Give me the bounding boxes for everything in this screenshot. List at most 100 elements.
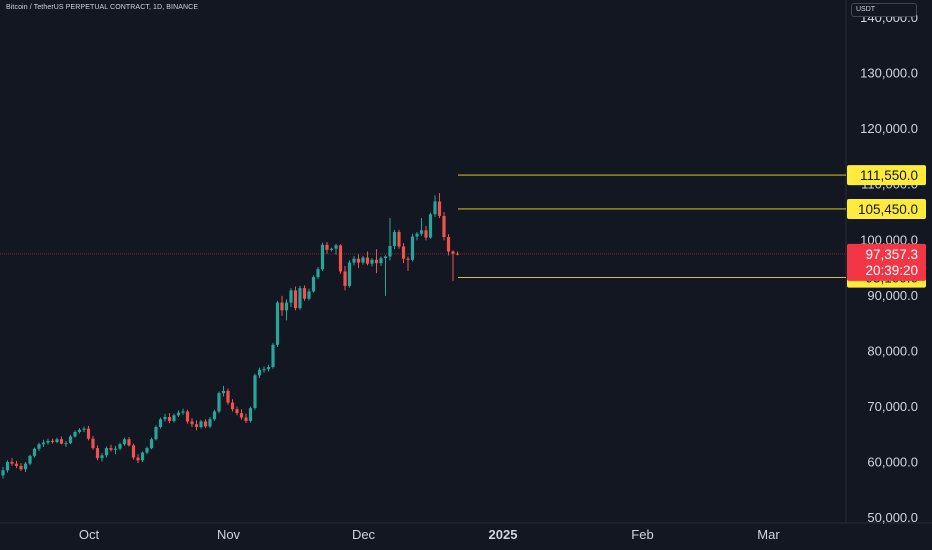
candle (46, 438, 50, 445)
candle (172, 413, 176, 423)
candle (190, 418, 194, 428)
candle (311, 275, 316, 293)
price-tick-label: 120,000.0 (860, 121, 918, 136)
time-axis[interactable]: Oct Nov Dec 2025 Feb Mar (79, 527, 780, 542)
candle (334, 243, 338, 255)
price-level[interactable]: 105,450.0 (458, 198, 926, 219)
candle (442, 212, 446, 241)
price-tick-label: 80,000.0 (867, 343, 918, 358)
price-tick-label: 130,000.0 (860, 66, 918, 81)
candle (91, 435, 95, 450)
candle (257, 367, 262, 379)
candle (208, 417, 212, 429)
last-price-label-bg (847, 243, 926, 281)
time-tick-label: Oct (79, 527, 100, 542)
candle (248, 406, 253, 423)
candle (401, 243, 406, 264)
candle (307, 288, 311, 301)
candle (262, 366, 266, 373)
candle (140, 451, 145, 463)
candle (118, 442, 122, 451)
candle (320, 242, 325, 271)
candle (64, 440, 68, 448)
candle (86, 425, 91, 441)
candle (293, 286, 298, 311)
candle (356, 254, 361, 269)
candle (68, 434, 73, 445)
candle (217, 391, 221, 414)
candle (122, 437, 127, 446)
price-tick-label: 70,000.0 (867, 399, 918, 414)
candle (388, 218, 392, 261)
candle (424, 225, 428, 241)
candle (221, 385, 226, 397)
candle (167, 413, 172, 424)
candle (181, 408, 185, 415)
candle (226, 388, 230, 405)
last-price-marker: 97,357.320:39:20 (847, 243, 926, 281)
candle (77, 428, 82, 434)
time-tick-label: Mar (757, 527, 780, 542)
candle (253, 373, 257, 410)
price-tick-label: 60,000.0 (867, 454, 918, 469)
candle (275, 300, 280, 348)
candle (338, 244, 343, 274)
candle (397, 229, 401, 249)
currency-selector[interactable]: USDT (851, 3, 917, 17)
candle (316, 267, 320, 280)
candle (271, 343, 275, 369)
candle (23, 462, 28, 473)
candle (343, 265, 347, 291)
candle (406, 256, 410, 271)
candle (410, 233, 415, 262)
candle (289, 288, 293, 308)
candle (451, 250, 455, 281)
candle (5, 460, 10, 473)
last-price-label: 97,357.3 (865, 247, 918, 262)
candle (10, 458, 14, 466)
candle (284, 299, 289, 321)
candle (455, 251, 460, 256)
time-tick-label: 2025 (489, 527, 518, 542)
candle (415, 232, 419, 241)
candle (158, 417, 163, 429)
candle (59, 436, 64, 445)
candle (32, 447, 37, 458)
candle (280, 295, 284, 316)
candle (203, 419, 208, 429)
candle (379, 256, 383, 266)
time-tick-label: Nov (217, 527, 241, 542)
candle (185, 409, 190, 424)
candle (235, 406, 239, 416)
candle (131, 443, 136, 460)
candle (113, 445, 118, 455)
candle (19, 463, 23, 471)
candle (433, 195, 437, 218)
candle (176, 410, 181, 418)
candle (145, 446, 149, 455)
candle (199, 419, 203, 429)
candle (239, 409, 244, 420)
price-tick-label: 90,000.0 (867, 288, 918, 303)
candle (50, 438, 55, 444)
candle (392, 229, 397, 250)
candle (37, 442, 41, 451)
candle (428, 212, 433, 239)
candle (149, 437, 154, 450)
candle (437, 193, 442, 219)
candles (1, 193, 460, 479)
candle (374, 249, 379, 274)
candle (104, 446, 109, 458)
candle (419, 218, 424, 236)
price-tick-label: 50,000.0 (867, 510, 918, 525)
candle (95, 445, 100, 461)
candle (325, 242, 329, 254)
candle (14, 460, 19, 469)
candle (136, 454, 140, 464)
candle (347, 260, 352, 288)
candle (298, 285, 302, 310)
price-level-label: 111,550.0 (860, 168, 918, 183)
candle (302, 285, 307, 301)
price-level[interactable]: 111,550.0 (458, 165, 926, 186)
